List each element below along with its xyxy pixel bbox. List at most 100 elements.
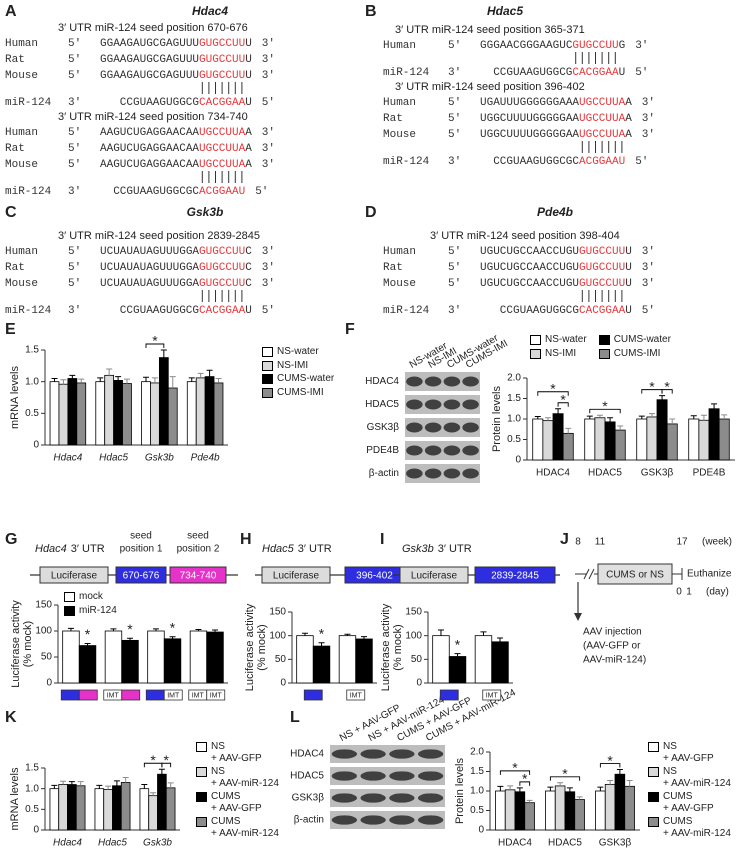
strand-end: 3′ [262, 278, 275, 290]
sequence-part: UGGCUUUUGGGGGAA [480, 113, 579, 125]
error-bar [151, 377, 158, 383]
site-marker [163, 689, 183, 701]
sequence-part: C [245, 246, 252, 258]
legend-entry: CUMS-IMI [262, 387, 334, 399]
x-tick-label: GSK3β [599, 838, 632, 849]
strand-end: 5′ [68, 278, 81, 290]
sequence-part: UGUCUGCCAACCUGU [480, 246, 579, 258]
legend-entry: NS-IMI [262, 360, 334, 372]
construct-suffix: 3′ UTR [298, 543, 332, 555]
panel-letter: C [5, 204, 17, 221]
bar [157, 773, 167, 831]
panel-letter: F [345, 321, 355, 338]
error-bar [497, 785, 504, 791]
blot-label: β-actin [294, 815, 324, 826]
y-axis-label: Luciferase activity [244, 603, 256, 691]
error-bar [77, 781, 84, 786]
legend-entry: CUMS-water [262, 373, 334, 385]
error-bar [617, 425, 624, 431]
sequence-part: CCGUAAGUGGCG [500, 305, 579, 317]
bar [49, 381, 60, 446]
strand-end: 3′ [642, 262, 655, 274]
bar [189, 630, 208, 684]
bar [545, 790, 556, 831]
mutant-label: IMT [210, 692, 223, 699]
significance-bracket [537, 391, 569, 396]
bar [574, 799, 585, 831]
legend-entry: NS + AAV-GFP [196, 741, 279, 764]
site-label: 2839-2845 [491, 571, 539, 582]
bar [355, 638, 373, 684]
construct-title: Gsk3b 3′ UTR [402, 543, 472, 555]
y-axis-label: Protein levels [454, 757, 466, 824]
blot-band [389, 749, 415, 759]
x-tick-label: Gsk3b [145, 453, 174, 464]
gene-title: Pde4b [537, 205, 573, 219]
bar [296, 635, 314, 684]
strand-end: 5′ [68, 127, 81, 139]
y-tick-label: 1.0 [507, 414, 521, 425]
day-label: 1 [686, 587, 692, 598]
strand-end: 5′ [642, 305, 655, 317]
bar [554, 785, 566, 831]
sequence: UGAUUUGGGGGGAAAUGCCUUAA [480, 97, 632, 109]
legend-swatch [262, 374, 273, 384]
y-tick-label: 50 [41, 652, 53, 663]
end-label: Euthanize [687, 569, 732, 580]
y-tick-label: 150 [405, 607, 422, 618]
bar [158, 357, 169, 446]
sequence-part: GGAAGAUGCGAGUUU [100, 38, 199, 50]
species-label: miR-124 [383, 305, 430, 317]
significance-label: * [164, 752, 170, 768]
y-tick-label: 100 [269, 630, 286, 641]
blot-band [406, 468, 423, 479]
blot-band [417, 749, 444, 759]
species-label: miR-124 [5, 305, 52, 317]
legend-label: CUMS + AAV-miR-124 [663, 816, 731, 839]
sequence: AAGUCUGAGGAACAAUGCCUUAA [100, 127, 252, 139]
blot-strip [405, 418, 480, 437]
sequence-part: UCUAUAUAGUUUGGA [100, 278, 199, 290]
bar [148, 795, 158, 831]
bar [542, 420, 554, 461]
blot-band [443, 376, 461, 387]
legend-swatch [196, 742, 207, 752]
sequence: GGAAGAUGCGAGUUUGUGCCUUU [100, 38, 252, 50]
x-tick-label: Hdac4 [53, 838, 82, 849]
site-label: 670-676 [123, 571, 160, 582]
week-label: 8 [575, 537, 581, 548]
significance-label: * [522, 771, 528, 787]
species-label: Human [5, 127, 38, 139]
legend-label: NS + AAV-GFP [211, 741, 262, 764]
legend-entry: CUMS + AAV-miR-124 [648, 816, 731, 839]
sequence-part: U [625, 246, 632, 258]
sequence: GGAAGAUGCGAGUUUGUGCCUUU [100, 70, 252, 82]
sequence-part: UGAUUUGGGGGGAAA [480, 97, 579, 109]
y-tick-label: 0 [280, 678, 286, 689]
blot-band [424, 422, 442, 433]
bar [163, 638, 182, 684]
sequence-part: GUGCCUU [579, 278, 625, 290]
bar [49, 788, 60, 831]
blot-band [462, 376, 479, 387]
site-header: 3′ UTR miR-124 seed position 396-402 [395, 81, 585, 93]
significance-label: * [607, 752, 613, 768]
blot-band [331, 793, 358, 803]
error-bar [626, 779, 633, 787]
blot-strip [405, 372, 480, 391]
sequence-part: CCGUAAGUGGCG [493, 67, 572, 79]
blot-label: HDAC4 [365, 376, 399, 387]
y-tick-label: 0 [33, 440, 39, 451]
bar [139, 788, 150, 831]
y-tick-label: 1.5 [470, 766, 484, 777]
sequence: GGAAGAUGCGAGUUUGUGCCUUU [100, 54, 252, 66]
sequence-part: UGCCUUA [579, 97, 626, 109]
week-label: 11 [595, 537, 606, 548]
bar [552, 413, 564, 461]
sequence-part: UGCCUUA [199, 159, 246, 171]
error-bar [301, 632, 308, 636]
sequence-part: GUGCCUU [579, 262, 625, 274]
error-bar [96, 784, 103, 789]
strand-end: 3′ [68, 97, 81, 109]
blot-label: GSK3β [292, 793, 325, 804]
